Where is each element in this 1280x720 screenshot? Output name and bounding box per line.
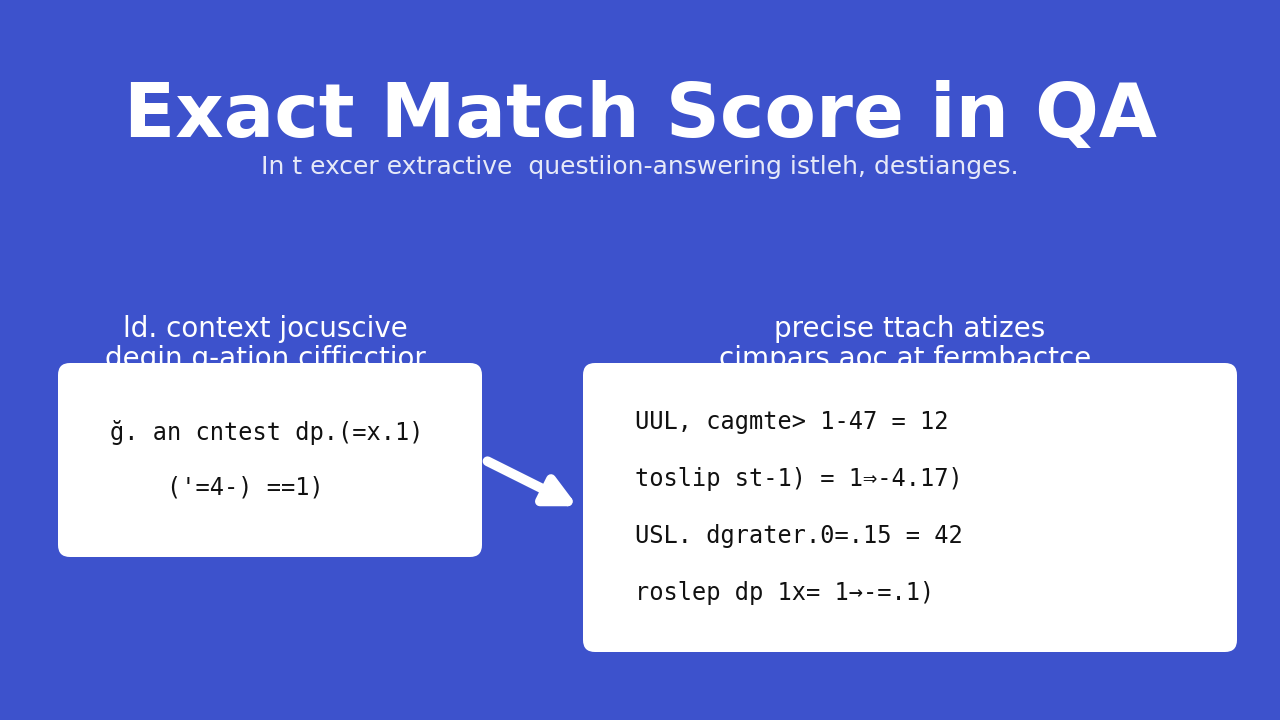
Text: UUL, cagmte> 1-47 = 12: UUL, cagmte> 1-47 = 12 (635, 410, 948, 434)
Text: ğ. an cntest dp.(=x.1): ğ. an cntest dp.(=x.1) (110, 420, 424, 445)
Text: ld. context jocuscive: ld. context jocuscive (123, 315, 407, 343)
FancyBboxPatch shape (582, 363, 1236, 652)
Text: Exact Match Score in QA: Exact Match Score in QA (124, 80, 1156, 153)
Text: degin g-ation cifficctior: degin g-ation cifficctior (105, 345, 425, 373)
Text: USL. dgrater.0=.15 = 42: USL. dgrater.0=.15 = 42 (635, 524, 963, 548)
Text: precise ttach atizes: precise ttach atizes (774, 315, 1046, 343)
Text: In t excer extractive  questiion-answering istleh, destianges.: In t excer extractive questiion-answerin… (261, 155, 1019, 179)
Text: cimpars aoc at fermbactce.: cimpars aoc at fermbactce. (719, 345, 1101, 373)
Text: ('=4-) ==1): ('=4-) ==1) (110, 475, 324, 499)
Text: roslep dp 1x= 1→-=.1): roslep dp 1x= 1→-=.1) (635, 581, 934, 605)
FancyBboxPatch shape (58, 363, 483, 557)
FancyArrowPatch shape (488, 462, 568, 501)
Text: toslip st-1) = 1⇒-4.17): toslip st-1) = 1⇒-4.17) (635, 467, 963, 491)
